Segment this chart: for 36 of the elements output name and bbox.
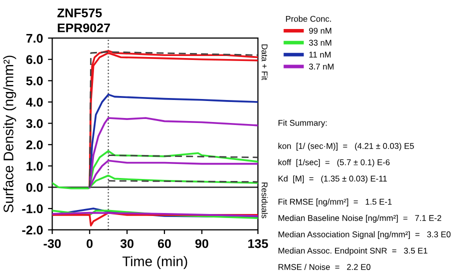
y-tick-label: 7.0 (26, 34, 43, 43)
y-tick-label: 0.0 (26, 183, 43, 192)
legend-label: 99 nM (309, 28, 332, 34)
x-tick-label: 60 (158, 239, 171, 248)
text: kon [1/ (sec·M)] = (4.21 ± 0.03) E5 (278, 142, 414, 151)
text: Fit RMSE [ng/mm²] = 1.5 E-1 (278, 198, 392, 206)
x-tick-label: -30 (44, 239, 61, 248)
text: Data + Fit (262, 44, 268, 80)
y-axis-title: Surface Density (ng/mm²) (3, 56, 16, 212)
x-tick-label: 0 (86, 239, 93, 248)
y-tick-label: -2.0 (22, 226, 43, 234)
chart-title: ZNF575 (57, 8, 102, 18)
legend-label: 3.7 nM (309, 64, 334, 70)
text: Kd [M] = (1.35 ± 0.03) E-11 (278, 175, 387, 184)
y-tick-label: 5.0 (26, 76, 43, 86)
y-tick-label: 4.0 (26, 98, 43, 107)
legend-label: 33 nM (309, 40, 332, 46)
x-tick-label: 135 (248, 239, 268, 248)
chart-subtitle: EPR9027 (58, 23, 110, 32)
y-tick-label: 2.0 (26, 140, 43, 150)
y-tick-label: 1.0 (26, 162, 43, 171)
y-tick-label: 6.0 (26, 55, 43, 64)
text: Median Assoc. Endpoint SNR = 3.5 E1 (278, 248, 428, 256)
y-tick-label: -1.0 (22, 204, 43, 214)
legend-label: 11 nM (309, 52, 331, 58)
x-tick-label: 90 (195, 239, 208, 248)
y-tick-label: 3.0 (26, 119, 43, 128)
text: Fit Summary: (278, 120, 327, 128)
x-axis-title: Time (min) (122, 256, 188, 270)
text: koff [1/sec] = (5.7 ± 0.1) E-6 (278, 159, 390, 167)
text: Median Baseline Noise [ng/mm²] = 7.1 E-2 (278, 214, 442, 223)
x-tick-label: 30 (120, 239, 134, 248)
text: RMSE / Noise = 2.2 E0 (278, 264, 370, 270)
legend-title: Probe Conc. (286, 16, 331, 22)
text: Median Association Signal [ng/mm²] = 3.3 E0 (278, 231, 451, 239)
text: Residuals (262, 182, 268, 218)
